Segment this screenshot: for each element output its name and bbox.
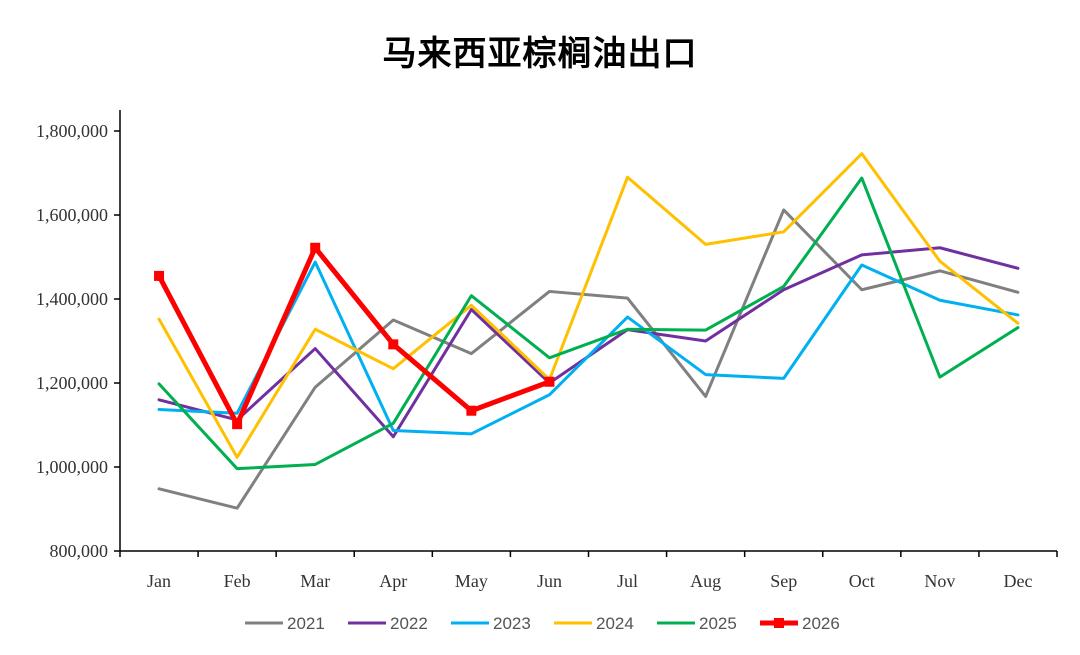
x-tick-label: Nov (924, 571, 955, 591)
x-tick-label: Feb (224, 571, 251, 591)
x-tick-label: Jul (617, 571, 638, 591)
legend-label-2026: 2026 (802, 614, 840, 633)
series-line-2026 (156, 245, 552, 427)
x-tick-label: Apr (379, 571, 407, 591)
y-tick-label: 1,800,000 (36, 121, 108, 141)
x-tick-label: Aug (690, 571, 721, 591)
legend-label-2021: 2021 (287, 614, 325, 633)
data-point-2026 (466, 405, 477, 416)
legend-label-2022: 2022 (390, 614, 428, 633)
x-tick-label: Jan (147, 571, 171, 591)
y-tick-label: 1,200,000 (36, 373, 108, 393)
y-tick-label: 1,000,000 (36, 457, 108, 477)
data-point-2026 (388, 339, 399, 350)
x-tick-label: Jun (537, 571, 562, 591)
series-line-2024 (157, 152, 1020, 459)
legend-label-2025: 2025 (699, 614, 737, 633)
data-point-2026 (544, 376, 555, 387)
y-tick-label: 1,600,000 (36, 205, 108, 225)
x-tick-label: Sep (770, 571, 797, 591)
x-tick-label: Mar (300, 571, 330, 591)
legend-label-2023: 2023 (493, 614, 531, 633)
data-point-2026 (154, 270, 165, 281)
series-line-2025 (157, 176, 1020, 471)
data-point-2026 (310, 242, 321, 253)
x-tick-label: Dec (1003, 571, 1032, 591)
legend-marker-2026 (774, 618, 784, 628)
x-tick-label: Oct (849, 571, 875, 591)
y-tick-label: 1,400,000 (36, 289, 108, 309)
chart-title: 马来西亚棕榈油出口 (382, 34, 698, 74)
data-point-2026 (232, 419, 243, 430)
series-line-2023 (157, 260, 1020, 436)
y-tick-label: 800,000 (50, 541, 109, 561)
series-line-2021 (157, 208, 1020, 510)
legend-label-2024: 2024 (596, 614, 634, 633)
x-tick-label: May (455, 571, 488, 591)
